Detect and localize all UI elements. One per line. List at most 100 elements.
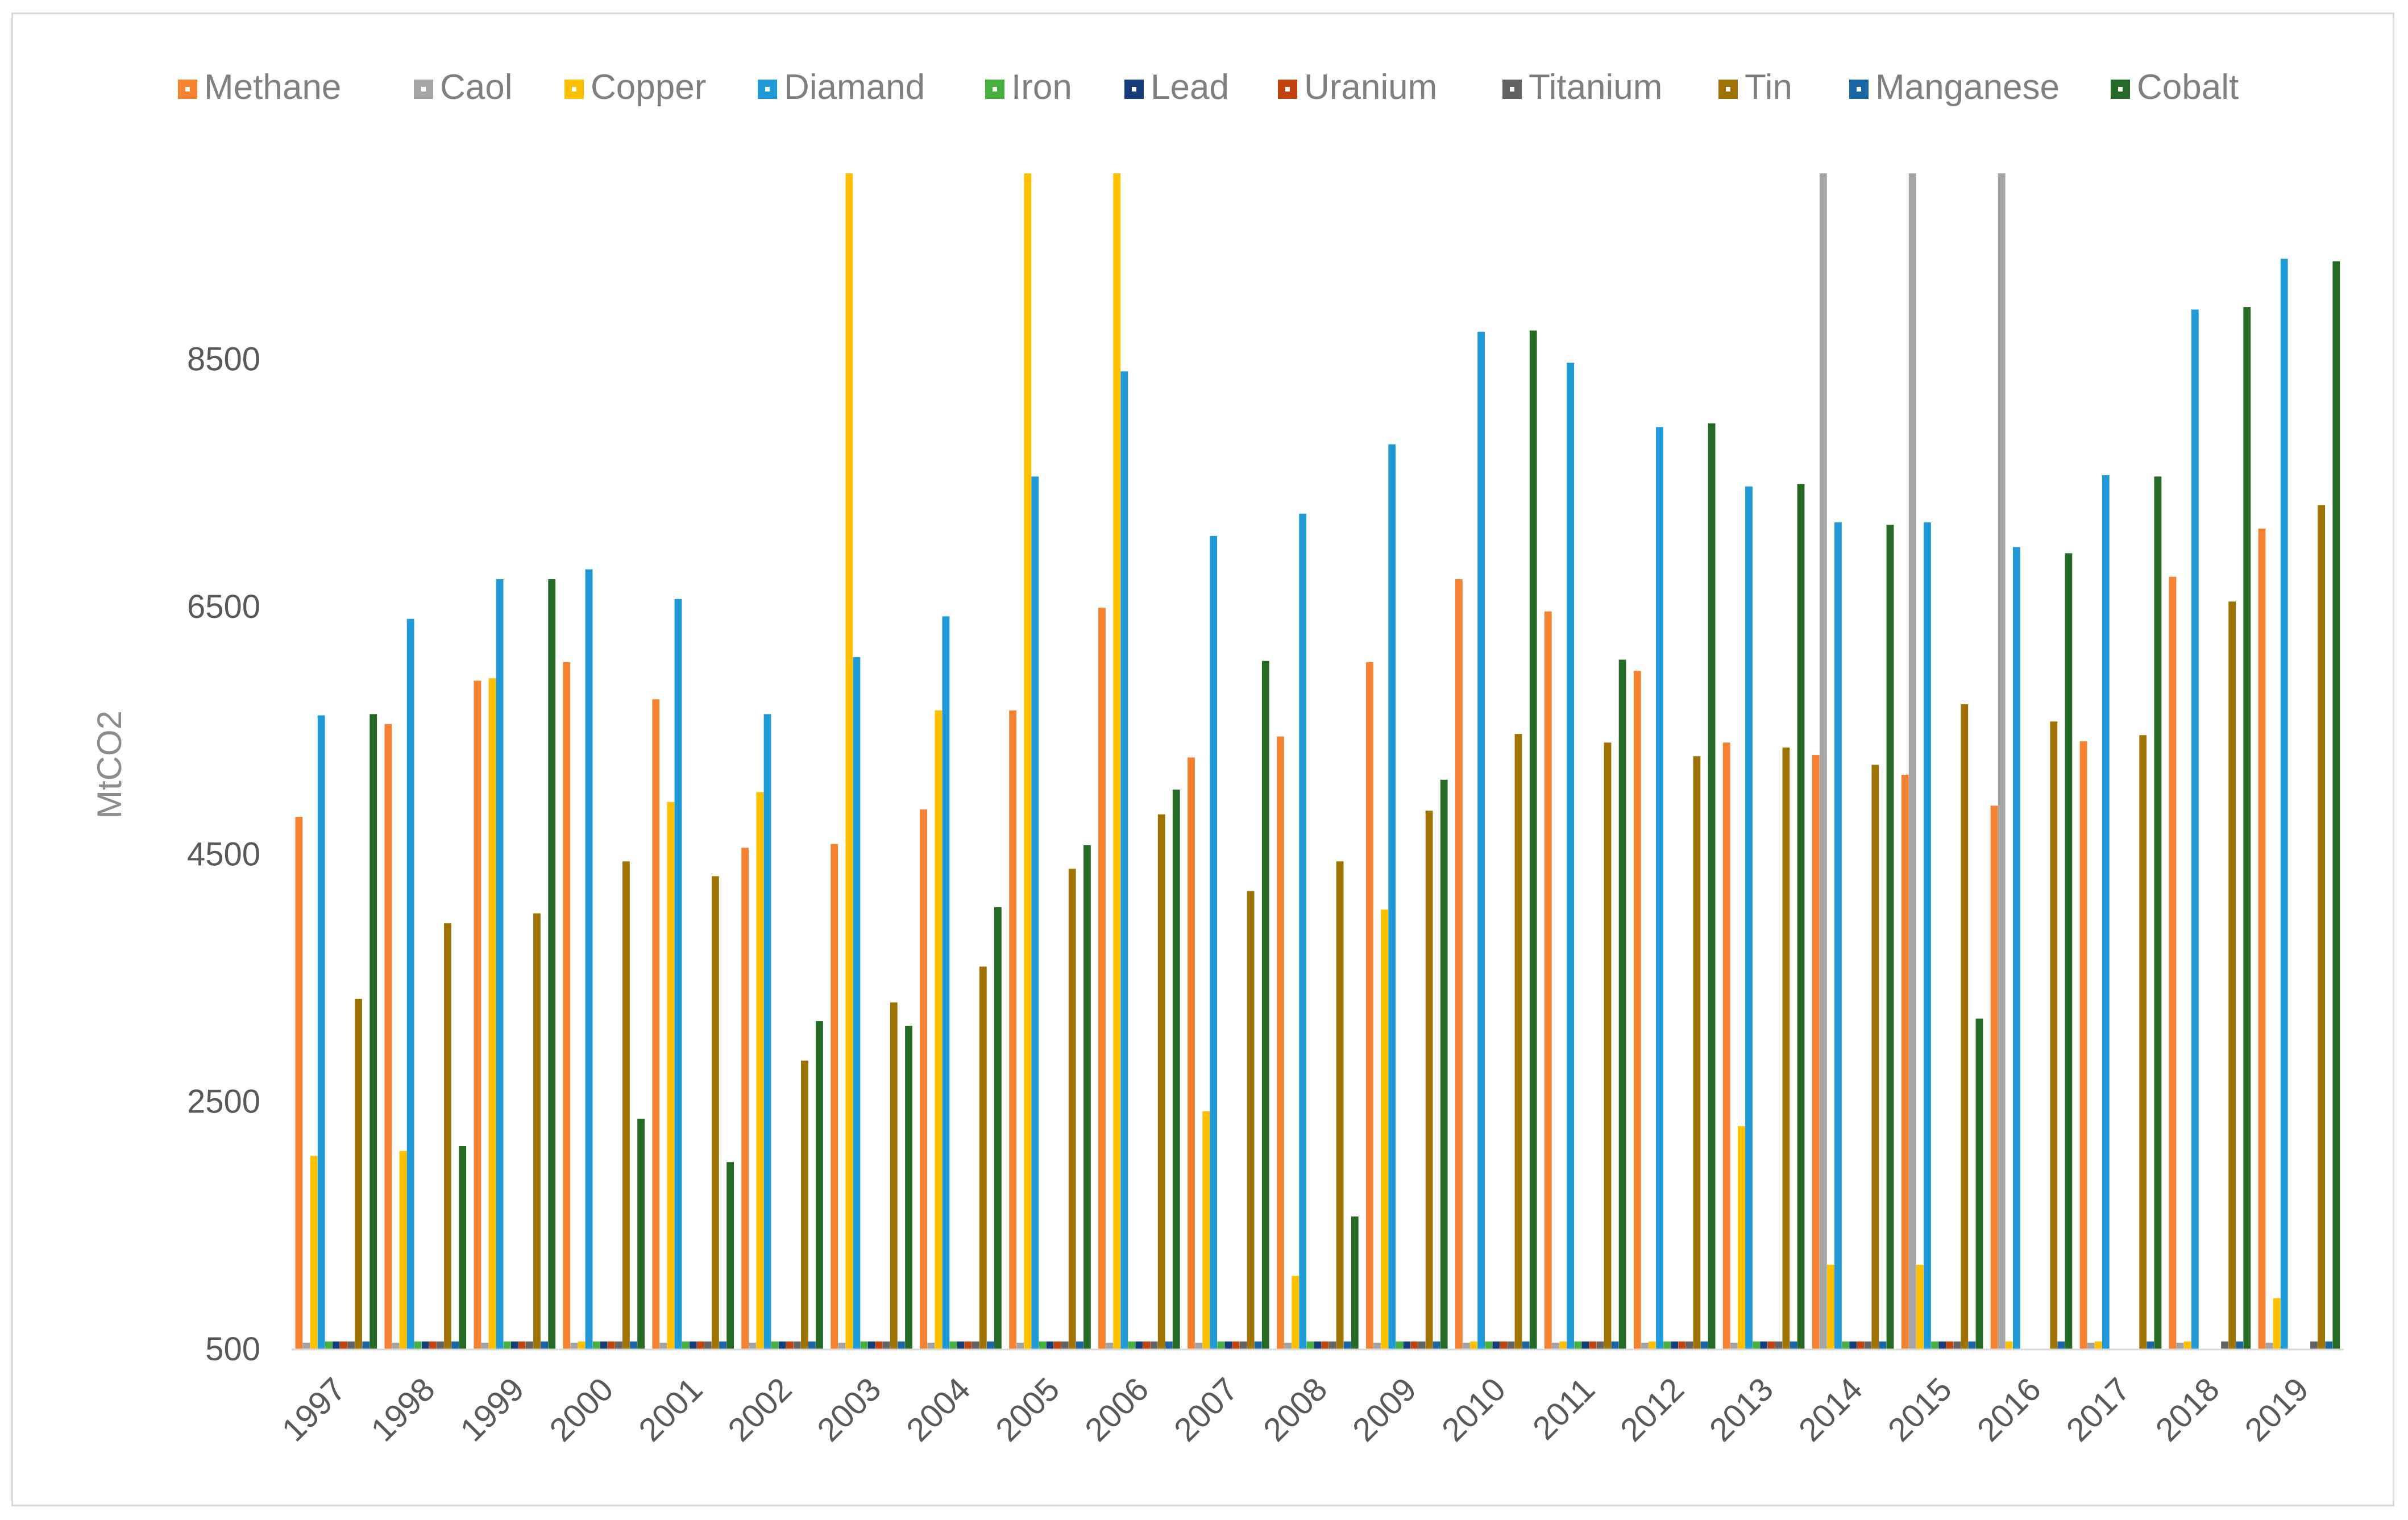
bar-titanium-1999 (526, 1341, 533, 1349)
bar-group-1999 (474, 579, 556, 1349)
bar-iron-2014 (1842, 1341, 1849, 1349)
bar-lead-2010 (1492, 1341, 1500, 1349)
bar-cobalt-2016 (2065, 553, 2073, 1349)
bar-titanium-2003 (882, 1341, 890, 1349)
bar-copper-2004 (935, 710, 943, 1349)
bar-tin-2005 (1068, 869, 1076, 1349)
bar-lead-2012 (1671, 1341, 1679, 1349)
bar-methane-2018 (2169, 576, 2177, 1349)
bar-cobalt-2000 (637, 1119, 645, 1349)
legend-label: Diamand (784, 68, 925, 107)
bar-tin-2013 (1782, 747, 1790, 1349)
bar-uranium-2003 (875, 1341, 883, 1349)
bar-methane-2014 (1812, 755, 1820, 1349)
bar-lead-2011 (1581, 1341, 1589, 1349)
bar-cobalt-2005 (1083, 845, 1091, 1349)
bar-uranium-2014 (1857, 1341, 1865, 1349)
legend-swatch-dot (572, 87, 576, 92)
bar-methane-2005 (1009, 710, 1016, 1349)
legend-item-caol: Caol (414, 68, 513, 107)
bar-manganese-2013 (1790, 1341, 1797, 1349)
bar-lead-2014 (1849, 1341, 1857, 1349)
bar-lead-2004 (957, 1341, 965, 1349)
bar-group-2015 (1901, 173, 1983, 1349)
bar-methane-2009 (1366, 662, 1373, 1349)
legend-item-diamand: Diamand (758, 68, 925, 107)
chart-canvas: Methane Caol Copper Diamand Iron Lead Uranium T… (90, 68, 2344, 1448)
x-tick-label: 2019 (2238, 1371, 2316, 1448)
bar-lead-2009 (1403, 1341, 1411, 1349)
bar-copper-2012 (1649, 1341, 1656, 1349)
x-tick-label: 2013 (1703, 1371, 1780, 1448)
bar-uranium-2013 (1767, 1341, 1775, 1349)
bar-tin-2015 (1961, 704, 1969, 1349)
bar-manganese-1997 (362, 1341, 370, 1349)
bar-group-2010 (1455, 330, 1537, 1349)
bar-copper-2002 (756, 792, 764, 1349)
bar-iron-2013 (1753, 1341, 1760, 1349)
bar-titanium-2000 (615, 1341, 622, 1349)
bar-caol-2011 (1552, 1343, 1559, 1349)
bar-caol-1998 (392, 1343, 400, 1349)
bar-cobalt-1999 (548, 579, 556, 1349)
y-tick-label: 6500 (187, 588, 260, 625)
bar-group-2017 (2079, 475, 2162, 1349)
bar-manganese-2019 (2325, 1341, 2333, 1349)
legend-label: Caol (440, 68, 513, 107)
bar-manganese-2006 (1165, 1341, 1173, 1349)
legend-item-lead: Lead (1124, 68, 1229, 107)
y-axis-title: MtCO2 (90, 711, 128, 819)
bar-caol-2009 (1373, 1343, 1381, 1349)
bar-caol-2008 (1284, 1343, 1292, 1349)
bar-lead-1999 (510, 1341, 518, 1349)
bar-cobalt-2001 (726, 1162, 734, 1349)
bar-iron-2007 (1217, 1341, 1225, 1349)
bar-uranium-2002 (786, 1341, 794, 1349)
legend-swatch-dot (1726, 87, 1730, 92)
bar-tin-2010 (1514, 734, 1522, 1349)
bar-manganese-2016 (2057, 1341, 2065, 1349)
bar-diamand-2015 (1924, 522, 1931, 1349)
bar-copper-2013 (1738, 1126, 1745, 1349)
bar-iron-2005 (1039, 1341, 1047, 1349)
bar-cobalt-2003 (905, 1025, 912, 1349)
legend-item-iron: Iron (985, 68, 1072, 107)
bar-methane-2015 (1901, 774, 1909, 1349)
bar-group-2005 (1009, 173, 1091, 1349)
bar-uranium-2012 (1678, 1341, 1686, 1349)
y-axis: 500 2500 4500 6500 8500 (187, 341, 260, 1368)
bar-caol-2014 (1819, 173, 1827, 1349)
bar-manganese-2001 (719, 1341, 726, 1349)
bar-diamand-2008 (1299, 513, 1307, 1349)
bar-methane-2012 (1633, 671, 1641, 1349)
bar-methane-2007 (1188, 757, 1195, 1349)
x-tick-label: 2007 (1167, 1371, 1245, 1448)
bar-copper-2016 (2005, 1341, 2013, 1349)
bar-diamand-1999 (496, 579, 504, 1349)
bar-caol-2019 (2265, 1343, 2273, 1349)
bar-group-2014 (1812, 173, 1894, 1349)
x-tick-label: 2008 (1256, 1371, 1334, 1448)
bar-diamand-2018 (2191, 309, 2199, 1349)
bar-uranium-2000 (607, 1341, 615, 1349)
x-tick-label: 2009 (1346, 1371, 1423, 1448)
bar-caol-2003 (838, 1343, 846, 1349)
bar-methane-1999 (474, 680, 481, 1349)
bar-methane-2008 (1277, 736, 1284, 1349)
bar-tin-2017 (2139, 735, 2147, 1349)
bar-caol-2005 (1016, 1343, 1024, 1349)
bar-manganese-2003 (898, 1341, 905, 1349)
bar-copper-1999 (488, 678, 496, 1349)
bar-diamand-1997 (317, 715, 325, 1349)
legend-label: Cobalt (2137, 68, 2239, 107)
bar-titanium-2013 (1775, 1341, 1783, 1349)
bar-tin-2002 (801, 1060, 808, 1349)
bar-lead-2006 (1135, 1341, 1143, 1349)
bar-diamand-2001 (674, 599, 682, 1349)
legend-label: Uranium (1304, 68, 1437, 107)
legend-item-manganese: Manganese (1849, 68, 2060, 107)
bar-uranium-2005 (1053, 1341, 1061, 1349)
bar-manganese-1998 (451, 1341, 459, 1349)
legend-label: Copper (591, 68, 706, 107)
bar-cobalt-2006 (1172, 790, 1180, 1349)
